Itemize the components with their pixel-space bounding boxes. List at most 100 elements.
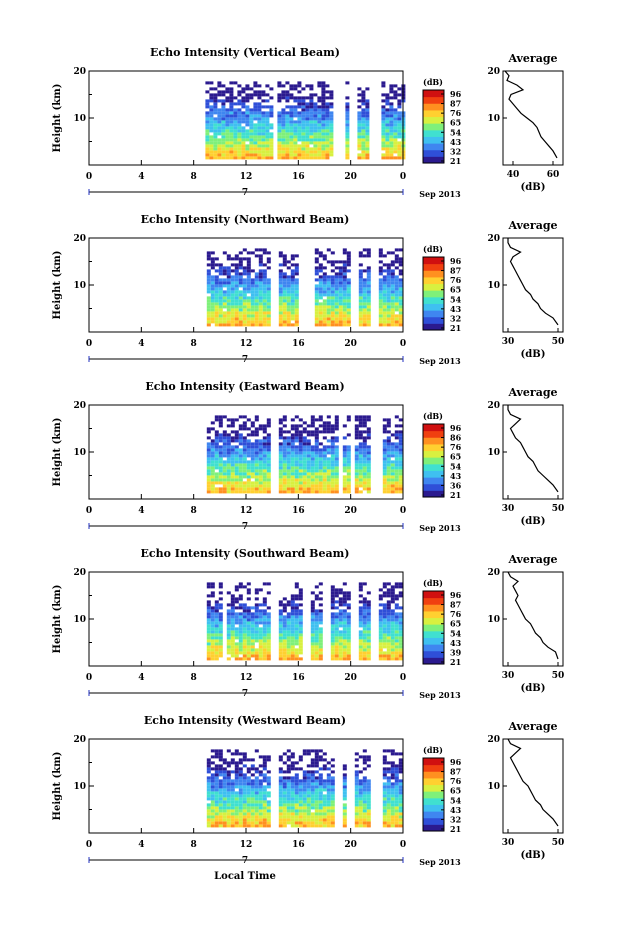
heatmap-cell <box>250 481 255 485</box>
heatmap-cell <box>218 800 223 804</box>
heatmap-cell <box>334 439 339 443</box>
heatmap-cell <box>250 490 255 494</box>
heatmap-cell <box>301 114 306 118</box>
heatmap-cell <box>314 418 319 422</box>
heatmap-cell <box>266 260 271 264</box>
heatmap-cell <box>394 812 399 816</box>
heatmap-cell <box>218 460 223 464</box>
heatmap-cell <box>398 785 403 789</box>
heatmap-cell <box>269 138 274 142</box>
heatmap-cell <box>258 442 263 446</box>
heatmap-cell <box>317 147 322 151</box>
heatmap-cell <box>398 269 403 273</box>
heatmap-cell <box>366 275 371 279</box>
heatmap-cell <box>386 466 391 470</box>
heatmap-cell <box>346 657 351 661</box>
heatmap-cell <box>262 609 267 613</box>
heatmap-cell <box>250 296 255 300</box>
heatmap-cell <box>294 582 299 586</box>
heatmap-cell <box>285 138 290 142</box>
heatmap-cell <box>242 618 247 622</box>
heatmap-cell <box>249 132 254 136</box>
heatmap-cell <box>314 782 319 786</box>
heatmap-cell <box>365 123 370 127</box>
heatmap-cell <box>313 93 318 97</box>
heatmap-cell <box>214 269 219 273</box>
heatmap-cell <box>334 472 339 476</box>
heatmap-cell <box>354 445 359 449</box>
heatmap-cell <box>218 290 223 294</box>
heatmap-cell <box>354 418 359 422</box>
heatmap-cell <box>306 484 311 488</box>
heatmap-cell <box>225 135 230 139</box>
heatmap-cell <box>253 126 258 130</box>
heatmap-cell <box>234 585 239 589</box>
heatmap-cell <box>285 126 290 130</box>
heatmap-cell <box>294 782 299 786</box>
heatmap-cell <box>230 317 235 321</box>
colorbar-segment <box>423 797 444 805</box>
heatmap-cell <box>334 612 339 616</box>
heatmap-cell <box>206 633 211 637</box>
heatmap-cell <box>250 612 255 616</box>
heatmap-cell <box>246 272 251 276</box>
heatmap-cell <box>282 320 287 324</box>
heatmap-cell <box>362 818 367 822</box>
heatmap-cell <box>342 651 347 655</box>
heatmap-cell <box>241 117 246 121</box>
heatmap-cell <box>301 108 306 112</box>
colorbar-segment <box>423 463 444 471</box>
heatmap-cell <box>221 138 226 142</box>
heatmap-cell <box>254 776 259 780</box>
heatmap-cell <box>394 466 399 470</box>
heatmap-cell <box>278 758 283 762</box>
heatmap-cell <box>326 448 331 452</box>
heatmap-cell <box>305 153 310 157</box>
heatmap-cell <box>210 773 215 777</box>
heatmap-cell <box>209 141 214 145</box>
heatmap-cell <box>314 621 319 625</box>
heatmap-cell <box>305 111 310 115</box>
heatmap-cell <box>382 654 387 658</box>
heatmap-cell <box>262 263 267 267</box>
heatmap-cell <box>230 475 235 479</box>
heatmap-cell <box>394 293 399 297</box>
heatmap-cell <box>242 278 247 282</box>
heatmap-cell <box>266 639 271 643</box>
heatmap-cell <box>378 651 383 655</box>
heatmap-cell <box>230 642 235 646</box>
heatmap-cell <box>326 776 331 780</box>
heatmap-cell <box>390 627 395 631</box>
heatmap-cell <box>362 311 367 315</box>
heatmap-cell <box>382 278 387 282</box>
profile-x-tick-label: 50 <box>552 838 565 848</box>
heatmap-cell <box>266 257 271 261</box>
heatmap-cell <box>386 627 391 631</box>
heatmap-cell <box>394 284 399 288</box>
heatmap-cell <box>358 594 363 598</box>
heatmap-cell <box>321 84 326 88</box>
heatmap-cell <box>278 603 283 607</box>
heatmap-cell <box>310 785 315 789</box>
heatmap-cell <box>282 287 287 291</box>
heatmap-cell <box>298 767 303 771</box>
heatmap-cell <box>313 132 318 136</box>
colorbar-tick-label: 96 <box>450 423 462 433</box>
heatmap-cell <box>366 272 371 276</box>
heatmap-cell <box>358 424 363 428</box>
heatmap-cell <box>258 639 263 643</box>
heatmap-cell <box>278 430 283 434</box>
heatmap-cell <box>382 478 387 482</box>
heatmap-cell <box>253 144 258 148</box>
heatmap-cell <box>254 466 259 470</box>
heatmap-cell <box>261 147 266 151</box>
heatmap-cell <box>285 81 290 85</box>
heatmap-cell <box>266 284 271 288</box>
heatmap-cell <box>222 251 227 255</box>
heatmap-cell <box>314 284 319 288</box>
heatmap-cell <box>214 490 219 494</box>
heatmap-cell <box>230 466 235 470</box>
heatmap-cell <box>382 749 387 753</box>
heatmap-cell <box>246 609 251 613</box>
heatmap-cell <box>322 275 327 279</box>
